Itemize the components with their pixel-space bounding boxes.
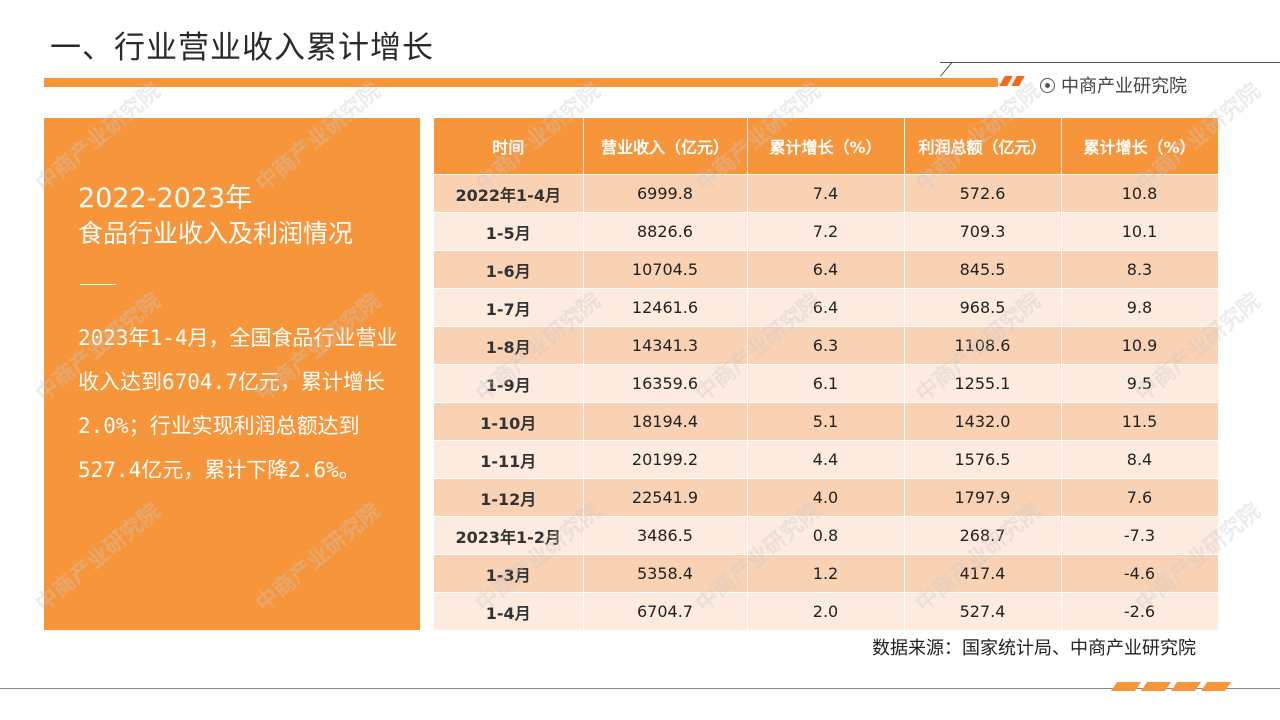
brand-circle-icon (1040, 77, 1055, 93)
cell-time: 1-11月 (434, 440, 584, 479)
cell-revenue-growth: 5.1 (747, 402, 905, 441)
header-profit-growth: 累计增长（%） (1061, 118, 1219, 175)
table-row: 2022年1-4月 6999.8 7.4 572.6 10.8 (434, 174, 1219, 213)
footer-rule (0, 688, 1280, 689)
cell-revenue: 20199.2 (583, 440, 748, 479)
cell-revenue-growth: 6.4 (747, 250, 905, 289)
data-table: 时间 营业收入（亿元） 累计增长（%） 利润总额（亿元） 累计增长（%） 202… (434, 118, 1219, 631)
cell-profit-growth: 9.5 (1061, 364, 1219, 403)
cell-profit-growth: -7.3 (1061, 516, 1219, 555)
cell-profit: 268.7 (904, 516, 1062, 555)
cell-revenue-growth: 4.0 (747, 478, 905, 517)
cell-time: 2022年1-4月 (434, 174, 584, 213)
cell-time: 1-12月 (434, 478, 584, 517)
panel-year: 2022-2023年 (78, 183, 253, 214)
cell-revenue-growth: 7.2 (747, 212, 905, 251)
cell-profit: 845.5 (904, 250, 1062, 289)
table-row: 1-12月 22541.9 4.0 1797.9 7.6 (434, 478, 1219, 517)
cell-profit-growth: -2.6 (1061, 592, 1219, 631)
cell-profit-growth: 8.3 (1061, 250, 1219, 289)
cell-revenue: 3486.5 (583, 516, 748, 555)
header-profit: 利润总额（亿元） (904, 118, 1062, 175)
panel-summary-text: 2023年1-4月，全国食品行业营业收入达到6704.7亿元，累计增长2.0%；… (78, 326, 398, 482)
cell-revenue: 14341.3 (583, 326, 748, 365)
header-revenue-growth: 累计增长（%） (747, 118, 905, 175)
table-row: 1-4月 6704.7 2.0 527.4 -2.6 (434, 592, 1219, 631)
cell-revenue: 6999.8 (583, 174, 748, 213)
header-time: 时间 (434, 118, 584, 175)
table-row: 1-9月 16359.6 6.1 1255.1 9.5 (434, 364, 1219, 403)
table-row: 1-10月 18194.4 5.1 1432.0 11.5 (434, 402, 1219, 441)
table-row: 1-8月 14341.3 6.3 1108.6 10.9 (434, 326, 1219, 365)
cell-profit: 968.5 (904, 288, 1062, 327)
cell-revenue: 5358.4 (583, 554, 748, 593)
cell-time: 2023年1-2月 (434, 516, 584, 555)
header-revenue: 营业收入（亿元） (583, 118, 748, 175)
cell-revenue-growth: 1.2 (747, 554, 905, 593)
corner-rule (940, 62, 1280, 63)
table-row: 1-3月 5358.4 1.2 417.4 -4.6 (434, 554, 1219, 593)
panel-subtitle: 食品行业收入及利润情况 (78, 219, 354, 248)
cell-time: 1-6月 (434, 250, 584, 289)
cell-revenue-growth: 4.4 (747, 440, 905, 479)
cell-profit-growth: 10.1 (1061, 212, 1219, 251)
cell-revenue: 22541.9 (583, 478, 748, 517)
cell-time: 1-3月 (434, 554, 584, 593)
cell-revenue-growth: 2.0 (747, 592, 905, 631)
cell-profit: 1255.1 (904, 364, 1062, 403)
table-row: 1-11月 20199.2 4.4 1576.5 8.4 (434, 440, 1219, 479)
cell-time: 1-5月 (434, 212, 584, 251)
summary-panel: 2022-2023年 食品行业收入及利润情况 2023年1-4月，全国食品行业营… (44, 118, 420, 630)
brand-logo: 中商产业研究院 (1040, 72, 1187, 98)
cell-profit: 1108.6 (904, 326, 1062, 365)
cell-profit: 572.6 (904, 174, 1062, 213)
cell-time: 1-8月 (434, 326, 584, 365)
cell-revenue-growth: 6.3 (747, 326, 905, 365)
table-header-row: 时间 营业收入（亿元） 累计增长（%） 利润总额（亿元） 累计增长（%） (434, 118, 1219, 175)
cell-profit: 417.4 (904, 554, 1062, 593)
page-title: 一、行业营业收入累计增长 (50, 30, 434, 66)
cell-revenue-growth: 7.4 (747, 174, 905, 213)
cell-revenue: 6704.7 (583, 592, 748, 631)
cell-profit: 1432.0 (904, 402, 1062, 441)
corner-diagonal (940, 62, 953, 77)
cell-profit-growth: -4.6 (1061, 554, 1219, 593)
cell-revenue: 8826.6 (583, 212, 748, 251)
data-source-note: 数据来源：国家统计局、中商产业研究院 (872, 638, 1196, 659)
cell-profit-growth: 10.9 (1061, 326, 1219, 365)
cell-profit: 527.4 (904, 592, 1062, 631)
cell-time: 1-9月 (434, 364, 584, 403)
cell-profit: 1576.5 (904, 440, 1062, 479)
cell-profit: 709.3 (904, 212, 1062, 251)
cell-revenue: 16359.6 (583, 364, 748, 403)
panel-divider (80, 284, 116, 285)
cell-time: 1-4月 (434, 592, 584, 631)
cell-time: 1-10月 (434, 402, 584, 441)
table-row: 1-6月 10704.5 6.4 845.5 8.3 (434, 250, 1219, 289)
cell-time: 1-7月 (434, 288, 584, 327)
cell-profit: 1797.9 (904, 478, 1062, 517)
brand-name: 中商产业研究院 (1061, 76, 1187, 97)
table-row: 2023年1-2月 3486.5 0.8 268.7 -7.3 (434, 516, 1219, 555)
cell-revenue: 18194.4 (583, 402, 748, 441)
cell-revenue: 12461.6 (583, 288, 748, 327)
title-underline-bar (44, 78, 998, 87)
cell-revenue: 10704.5 (583, 250, 748, 289)
cell-profit-growth: 10.8 (1061, 174, 1219, 213)
table-row: 1-5月 8826.6 7.2 709.3 10.1 (434, 212, 1219, 251)
cell-profit-growth: 11.5 (1061, 402, 1219, 441)
cell-revenue-growth: 6.1 (747, 364, 905, 403)
cell-profit-growth: 8.4 (1061, 440, 1219, 479)
cell-revenue-growth: 0.8 (747, 516, 905, 555)
cell-revenue-growth: 6.4 (747, 288, 905, 327)
cell-profit-growth: 7.6 (1061, 478, 1219, 517)
cell-profit-growth: 9.8 (1061, 288, 1219, 327)
table-row: 1-7月 12461.6 6.4 968.5 9.8 (434, 288, 1219, 327)
